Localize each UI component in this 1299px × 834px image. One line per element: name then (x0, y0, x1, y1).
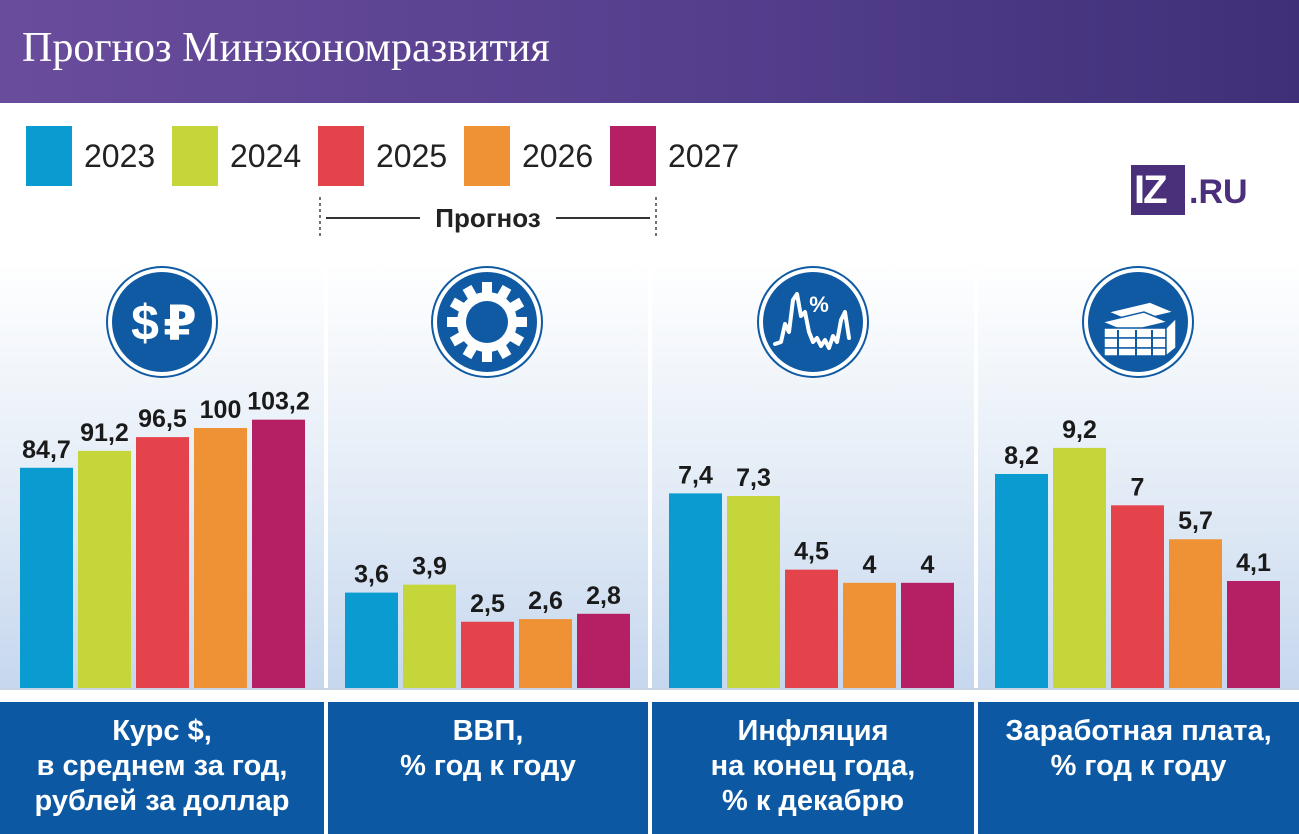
bar-label-inflation-2024: 7,3 (736, 464, 771, 492)
legend-label: 2023 (84, 138, 156, 174)
svg-text:$: $ (131, 295, 159, 351)
bar-salary-2025 (1111, 505, 1164, 688)
bar-label-gdp-2023: 3,6 (354, 561, 389, 589)
caption-gdp: ВВП, % год к году (328, 702, 648, 834)
bar-inflation-2027 (901, 582, 954, 688)
caption-line: ВВП, (452, 715, 524, 747)
legend-label: 2027 (668, 138, 740, 174)
bar-label-gdp-2027: 2,8 (586, 582, 621, 610)
legend-swatch (610, 126, 656, 186)
bar-exchange-rate-2024 (78, 450, 131, 688)
caption-line: в среднем за год, (36, 750, 288, 782)
caption-line: рублей за доллар (34, 785, 290, 817)
bar-label-gdp-2025: 2,5 (470, 590, 505, 618)
bar-label-exchange-rate-2026: 100 (200, 396, 242, 424)
money-stack-icon (1084, 268, 1192, 376)
caption-line: Заработная плата, (1005, 715, 1272, 747)
bar-label-exchange-rate-2023: 84,7 (22, 436, 71, 464)
legend-swatch (172, 126, 218, 186)
iz-logo: IZ .RU (1131, 165, 1261, 215)
logo-ru-text: .RU (1189, 173, 1248, 211)
bar-label-salary-2025: 7 (1131, 473, 1145, 501)
logo-box: IZ (1131, 165, 1185, 215)
legend-label: 2025 (376, 138, 448, 174)
bar-exchange-rate-2023 (20, 467, 73, 688)
caption-salary: Заработная плата, % год к году (978, 702, 1299, 834)
bar-label-salary-2026: 5,7 (1178, 507, 1213, 535)
forecast-label: Прогноз (435, 203, 541, 233)
bar-salary-2026 (1169, 539, 1222, 688)
caption-line: % год к году (400, 750, 576, 782)
bar-salary-2023 (995, 473, 1048, 688)
caption-line: % год к году (1050, 750, 1227, 782)
caption-line: Инфляция (737, 715, 889, 747)
bar-gdp-2027 (577, 613, 630, 688)
caption-line: Курс $, (112, 715, 212, 747)
bar-label-salary-2027: 4,1 (1236, 549, 1271, 577)
caption-line: на конец года, (710, 750, 916, 782)
bar-label-gdp-2024: 3,9 (412, 553, 447, 581)
legend-swatch (318, 126, 364, 186)
page-title: Прогноз Минэкономразвития (22, 25, 550, 71)
bar-inflation-2026 (843, 582, 896, 688)
legend-swatch (26, 126, 72, 186)
bar-gdp-2026 (519, 619, 572, 688)
legend-label: 2026 (522, 138, 594, 174)
svg-text:₽: ₽ (163, 296, 196, 352)
legend-label: 2024 (230, 138, 302, 174)
bar-label-inflation-2023: 7,4 (678, 461, 713, 489)
caption-inflation: Инфляция на конец года, % к декабрю (652, 702, 974, 834)
bar-label-inflation-2026: 4 (863, 551, 877, 579)
forecast-bracket-lines (319, 197, 657, 239)
caption-line: % к декабрю (722, 785, 904, 817)
dollar-ruble-icon: $ ₽ (108, 268, 216, 376)
forecast-bracket: Прогноз (318, 195, 658, 241)
chart-baseline (0, 688, 1299, 690)
bar-label-inflation-2025: 4,5 (794, 538, 829, 566)
bar-salary-2024 (1053, 447, 1106, 688)
logo-iz-text: IZ (1134, 168, 1168, 212)
bar-label-salary-2023: 8,2 (1004, 442, 1039, 470)
bar-exchange-rate-2025 (136, 437, 189, 688)
svg-text:%: % (809, 292, 829, 317)
bar-gdp-2025 (461, 621, 514, 688)
bar-label-inflation-2027: 4 (921, 551, 935, 579)
bar-exchange-rate-2027 (252, 419, 305, 688)
bar-label-exchange-rate-2027: 103,2 (247, 388, 310, 416)
bar-inflation-2024 (727, 496, 780, 688)
bar-gdp-2024 (403, 584, 456, 688)
bar-exchange-rate-2026 (194, 428, 247, 688)
bar-label-exchange-rate-2025: 96,5 (138, 405, 187, 433)
bar-inflation-2023 (669, 493, 722, 688)
bar-label-salary-2024: 9,2 (1062, 416, 1097, 444)
gear-icon (433, 268, 541, 376)
header-banner: Прогноз Минэкономразвития (0, 0, 1299, 103)
bar-label-gdp-2026: 2,6 (528, 587, 563, 615)
caption-exchange-rate: Курс $, в среднем за год, рублей за долл… (0, 702, 324, 834)
bar-inflation-2025 (785, 569, 838, 688)
bar-label-exchange-rate-2024: 91,2 (80, 419, 129, 447)
bar-gdp-2023 (345, 592, 398, 688)
legend-swatch (464, 126, 510, 186)
bar-salary-2027 (1227, 580, 1280, 688)
inflation-graph-icon: % (759, 268, 867, 376)
